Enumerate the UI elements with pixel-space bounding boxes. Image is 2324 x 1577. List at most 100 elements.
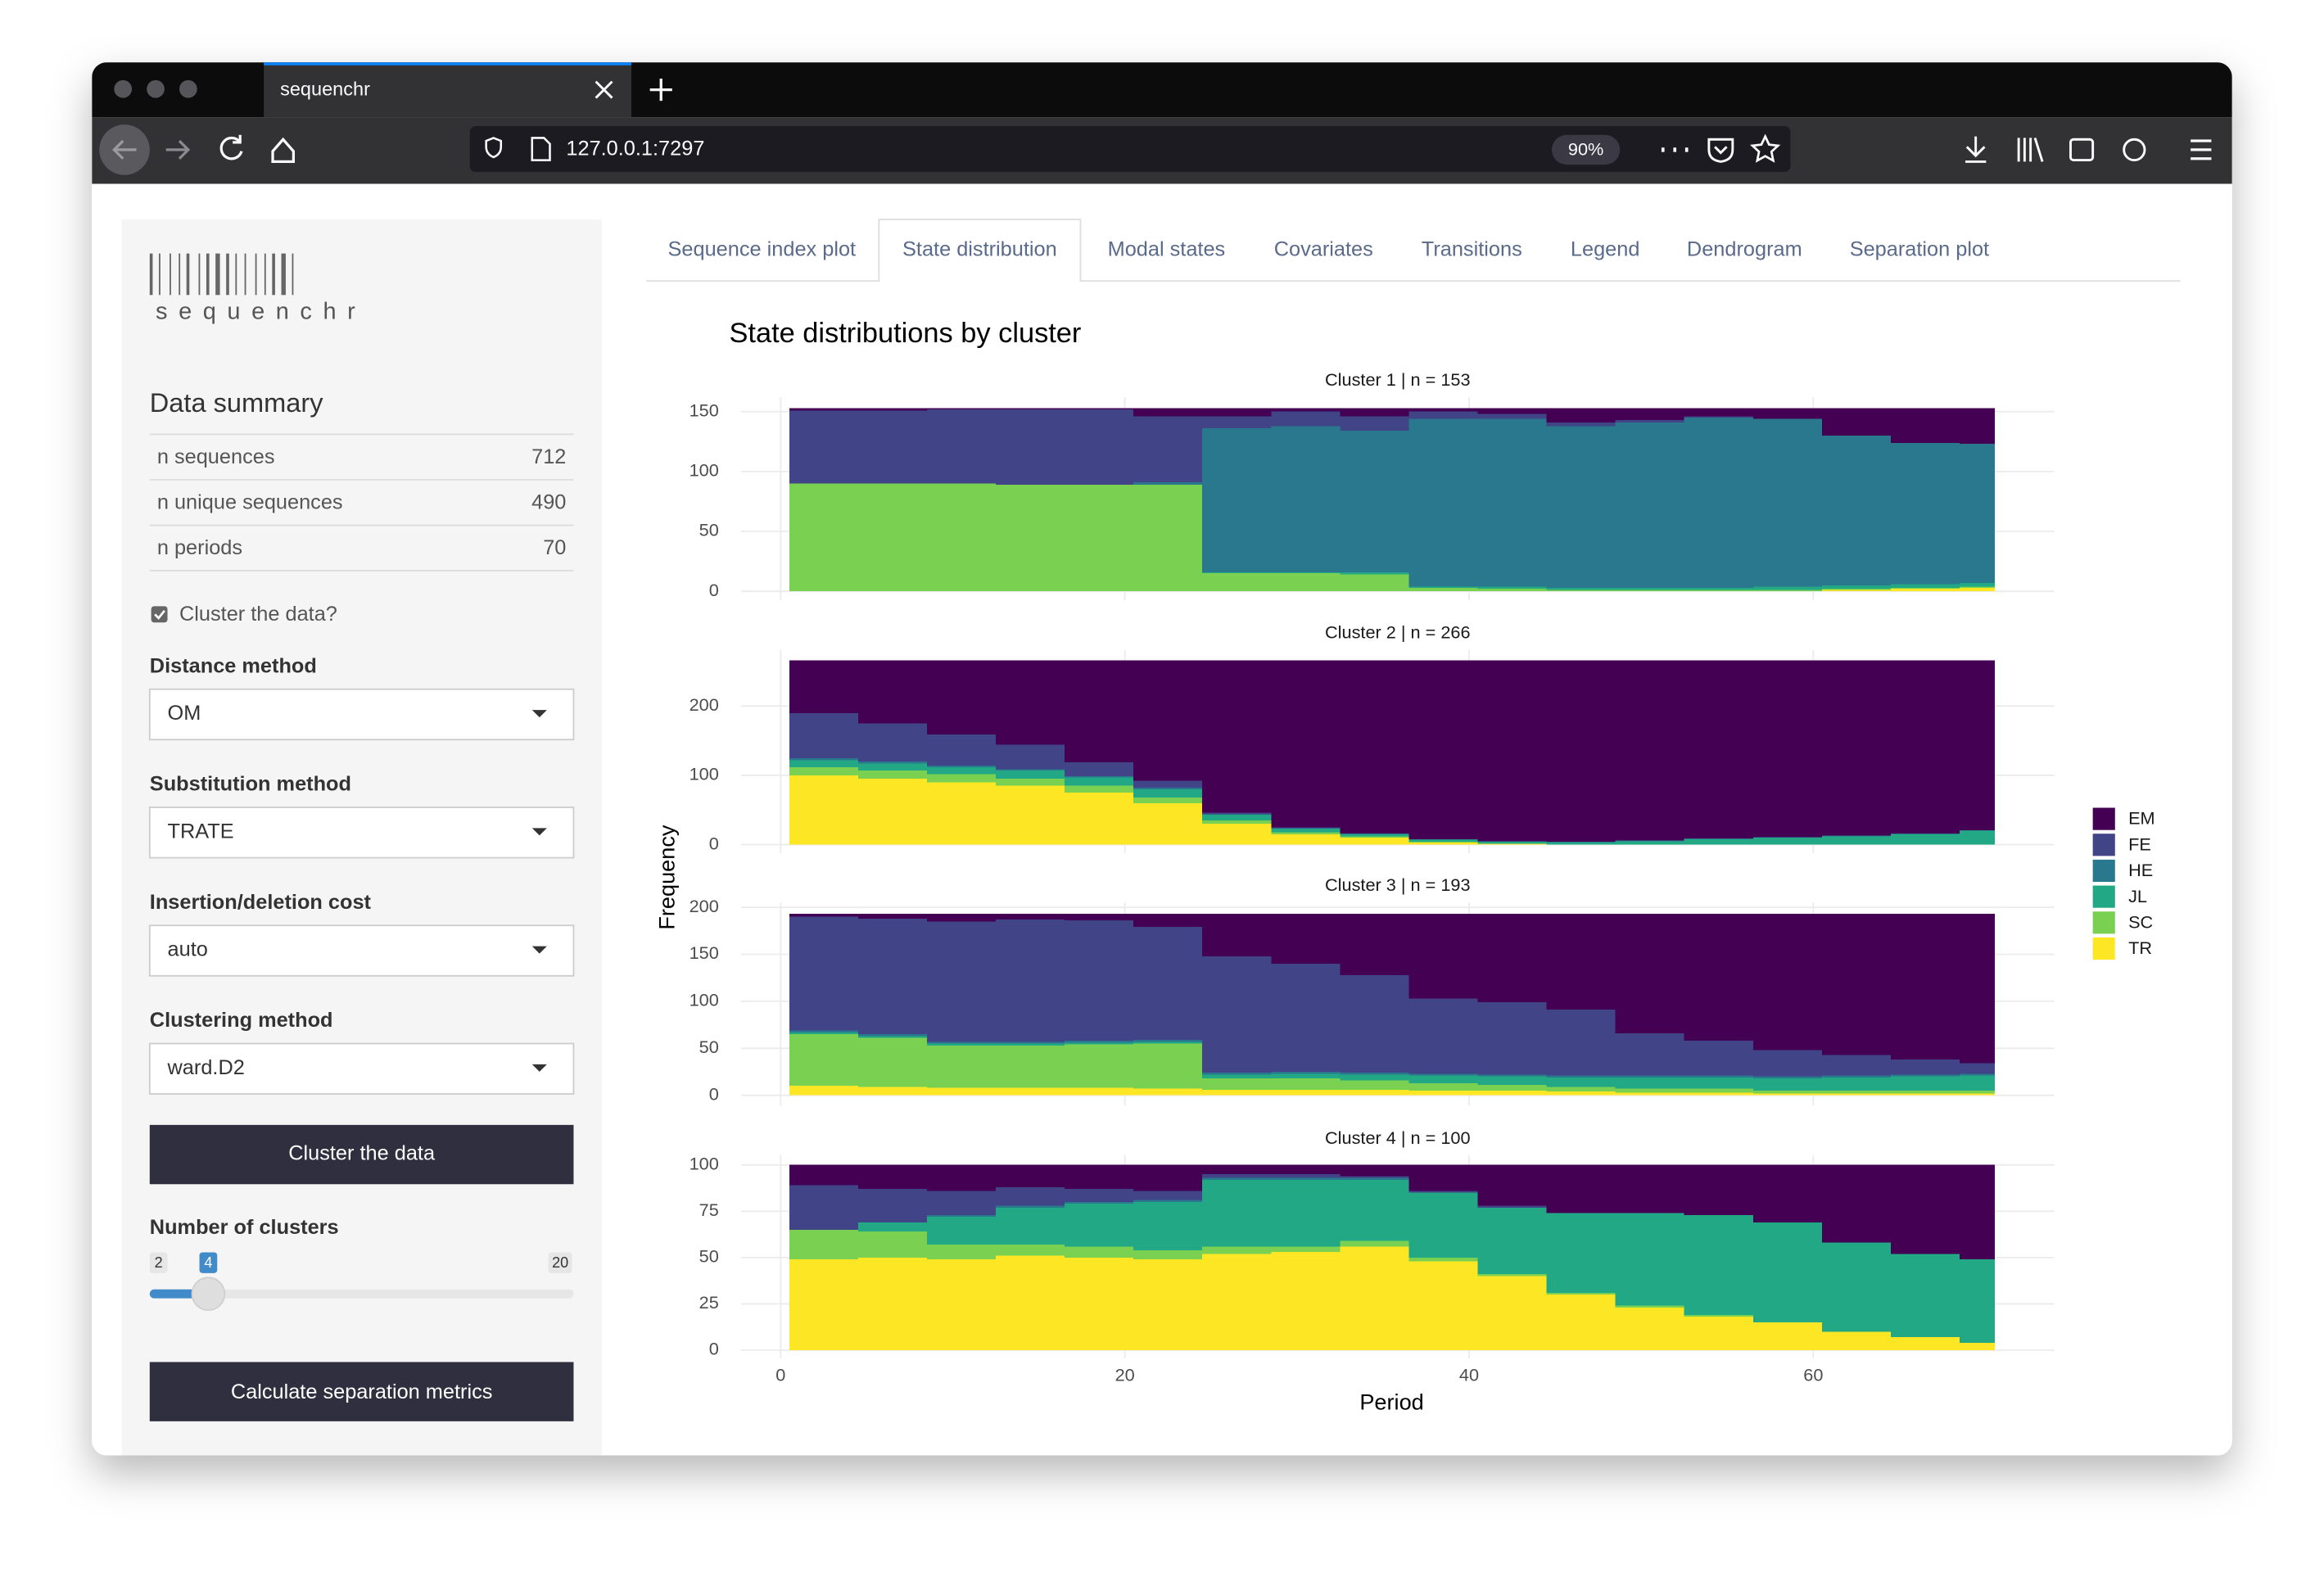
url-text: 127.0.0.1:7297 <box>566 138 704 160</box>
tab[interactable]: State distribution <box>902 238 1057 261</box>
sidebar-icon[interactable] <box>2069 138 2095 162</box>
area-segment <box>926 766 997 775</box>
area-segment <box>1340 1179 1410 1241</box>
area-segment <box>1890 584 1960 588</box>
legend-swatch <box>2092 911 2115 934</box>
area-segment <box>996 920 1065 1042</box>
area-segment <box>1340 1080 1410 1090</box>
area-segment <box>1202 956 1273 1073</box>
tab[interactable]: Modal states <box>1108 238 1226 261</box>
area-segment <box>1340 1240 1410 1247</box>
tab[interactable]: Sequence index plot <box>668 238 857 261</box>
logo-barcode <box>149 253 294 296</box>
new-tab[interactable] <box>649 79 672 102</box>
area-segment <box>1959 587 1995 592</box>
select-box[interactable] <box>148 924 575 977</box>
area-segment <box>1890 442 1960 585</box>
tab[interactable]: Covariates <box>1274 238 1373 261</box>
area-segment <box>1340 572 1410 575</box>
pocket-icon[interactable] <box>1707 138 1734 163</box>
barcode-bar <box>292 253 294 296</box>
select-box[interactable] <box>148 1042 575 1095</box>
library-icon[interactable] <box>2017 138 2044 162</box>
zoom-badge[interactable] <box>1552 134 1621 165</box>
area-segment <box>1202 914 1273 956</box>
select-value: ward.D2 <box>167 1056 245 1079</box>
area-segment <box>1408 418 1479 587</box>
select-caret <box>531 946 547 954</box>
downloads-icon[interactable] <box>1965 136 1987 163</box>
area-segment <box>1133 484 1203 592</box>
area-segment <box>1133 914 1203 928</box>
area-segment <box>1752 1322 1823 1350</box>
tab[interactable]: Separation plot <box>1850 238 1989 261</box>
url-bar[interactable] <box>469 125 1791 173</box>
home-button[interactable] <box>271 137 295 164</box>
tab-close[interactable] <box>595 80 613 99</box>
y-axis-label: Frequency <box>653 825 679 930</box>
area-segment <box>1408 914 1479 999</box>
area-segment <box>789 775 859 845</box>
area-segment <box>1271 426 1341 572</box>
slider-max-box <box>548 1252 572 1273</box>
tab[interactable]: Transitions <box>1422 238 1522 261</box>
row-value: 490 <box>531 491 566 514</box>
area-segment <box>926 1042 997 1044</box>
browser-tab[interactable] <box>264 62 632 118</box>
area-segment <box>1340 1073 1410 1075</box>
area-segment <box>1890 1060 1960 1075</box>
area-segment <box>1271 832 1341 834</box>
area-segment <box>1408 660 1479 839</box>
select-caret <box>531 1064 547 1072</box>
area-segment <box>1821 585 1892 590</box>
tab[interactable]: Legend <box>1571 238 1640 261</box>
area-segment <box>1477 1205 1548 1208</box>
summary-title: Data summary <box>150 388 323 418</box>
area-segment <box>1615 1092 1685 1096</box>
cluster-button[interactable] <box>149 1124 574 1185</box>
area-segment <box>1202 1179 1273 1247</box>
area-segment <box>1408 838 1479 840</box>
account-icon[interactable] <box>2123 138 2146 162</box>
area-segment <box>1890 834 1960 845</box>
reload-button[interactable] <box>219 134 243 160</box>
x-tick-label: 60 <box>1803 1364 1823 1385</box>
area-segment <box>857 1036 928 1038</box>
area-segment <box>1065 914 1134 921</box>
slider-value: 4 <box>204 1254 212 1271</box>
area-segment <box>1684 1164 1754 1215</box>
window-close[interactable] <box>114 79 133 98</box>
facet-title: Cluster 4 | n = 100 <box>1325 1127 1471 1148</box>
area-segment <box>926 408 997 409</box>
slider-handle[interactable] <box>191 1277 226 1312</box>
area-segment <box>857 1037 928 1087</box>
select-box[interactable] <box>148 688 575 741</box>
area-segment <box>857 1034 928 1037</box>
area-segment <box>857 723 928 762</box>
menu-icon[interactable] <box>2191 139 2212 160</box>
window-zoom[interactable] <box>179 79 197 98</box>
area-segment <box>1821 835 1892 837</box>
area-segment <box>1890 660 1960 834</box>
barcode-bar <box>226 253 229 296</box>
area-segment <box>1821 1055 1892 1076</box>
separation-button[interactable] <box>149 1362 574 1421</box>
area-segment <box>1202 1164 1273 1175</box>
area-segment <box>1133 1164 1203 1191</box>
area-segment <box>1959 582 1995 587</box>
area-segment <box>1890 1076 1960 1091</box>
row-value: 712 <box>531 445 566 468</box>
checkbox[interactable] <box>151 606 168 623</box>
tab[interactable]: Dendrogram <box>1687 238 1802 261</box>
forward-button[interactable] <box>165 139 191 160</box>
bookmark-star[interactable] <box>1750 133 1781 163</box>
area-segment <box>1477 1002 1548 1075</box>
shield-icon[interactable] <box>485 137 503 159</box>
area-segment <box>1890 1337 1960 1350</box>
area-segment <box>996 1042 1065 1044</box>
window-minimize[interactable] <box>147 79 165 98</box>
area-segment <box>1340 416 1410 432</box>
select-box[interactable] <box>148 807 575 859</box>
area-segment <box>789 660 859 713</box>
area-segment <box>926 409 997 484</box>
